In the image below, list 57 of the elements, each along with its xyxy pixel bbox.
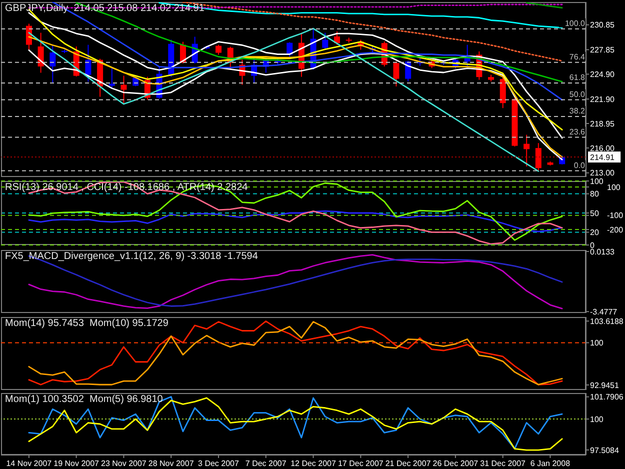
line-series <box>76 2 563 82</box>
candlestick <box>50 44 56 84</box>
ref-line-label: 38.2 <box>569 106 586 116</box>
line-series <box>28 210 563 232</box>
candlestick <box>524 134 530 167</box>
chart-title: Mom(1) 100.3502 Mom(5) 96.9810 <box>5 394 163 406</box>
y-tick-label: 213.00 <box>590 168 616 178</box>
x-tick-label: 21 Dec 2007 <box>385 459 432 468</box>
ref-line-label: 61.8 <box>569 73 586 82</box>
y-tick-label: 80 <box>590 190 600 199</box>
ref-line-label: 214.91 <box>590 153 616 162</box>
x-tick-label: 12 Dec 2007 <box>290 459 336 468</box>
x-tick-label: 17 Dec 2007 <box>338 459 384 468</box>
y-tick-label: 50 <box>590 208 600 218</box>
y-tick-label: 0.0133 <box>590 247 616 256</box>
x-tick-label: 7 Dec 2007 <box>245 459 287 468</box>
candlestick <box>535 142 542 172</box>
candlestick <box>108 67 115 88</box>
ref-line-label: 0.0 <box>574 160 586 170</box>
candlestick <box>85 44 92 82</box>
chart-title: Mom(14) 95.7453 Mom(10) 95.1729 <box>5 318 168 330</box>
x-tick-label: 3 Dec 2007 <box>198 459 240 468</box>
ref-line-label: 76.4 <box>569 52 586 62</box>
y-tick-label: 230.85 <box>590 20 616 30</box>
y-tick-label: 92.9451 <box>590 380 620 390</box>
y-tick-label: 100 <box>590 176 604 186</box>
chart-title: FX5_MACD_Divergence_v1.1(12, 26, 9) -3.3018 -1.7594 <box>5 251 258 263</box>
candlestick <box>322 32 328 50</box>
y-tick-label: 100 <box>590 414 604 424</box>
y-tick-label: 100 <box>590 338 604 348</box>
y-tick-label: -100 <box>607 211 624 220</box>
y-tick-label: 218.95 <box>590 119 616 128</box>
x-tick-label: 19 Nov 2007 <box>54 459 100 468</box>
y-tick-label: -200 <box>607 225 624 234</box>
y-tick-label: 100 <box>607 182 621 192</box>
y-tick-label: 216.00 <box>590 144 616 153</box>
ref-line-label: 100.0 <box>564 18 586 28</box>
x-tick-label: 31 Dec 2007 <box>480 459 526 468</box>
candlestick <box>393 60 400 87</box>
y-tick-label: -3.4777 <box>590 307 618 316</box>
y-tick-label: 101.7906 <box>590 392 624 402</box>
y-tick-label: 224.90 <box>590 70 616 79</box>
x-tick-label: 23 Nov 2007 <box>101 459 147 468</box>
candlestick <box>216 44 222 56</box>
ref-line-label: 50.0 <box>569 90 586 99</box>
y-tick-label: 97.5084 <box>590 446 620 455</box>
y-tick-label: 103.6188 <box>590 316 624 326</box>
x-tick-label: 6 Jan 2008 <box>530 459 571 468</box>
ref-line-label: 23.6 <box>569 127 586 136</box>
candlestick <box>120 75 127 105</box>
x-tick-label: 28 Nov 2007 <box>148 459 194 468</box>
y-tick-label: 20 <box>590 228 600 238</box>
y-tick-label: 227.85 <box>590 46 616 55</box>
x-tick-label: 26 Dec 2007 <box>432 459 479 468</box>
y-tick-label: 221.90 <box>590 94 616 104</box>
x-tick-label: 14 Nov 2007 <box>6 459 52 468</box>
y-tick-label: 0 <box>590 240 595 250</box>
